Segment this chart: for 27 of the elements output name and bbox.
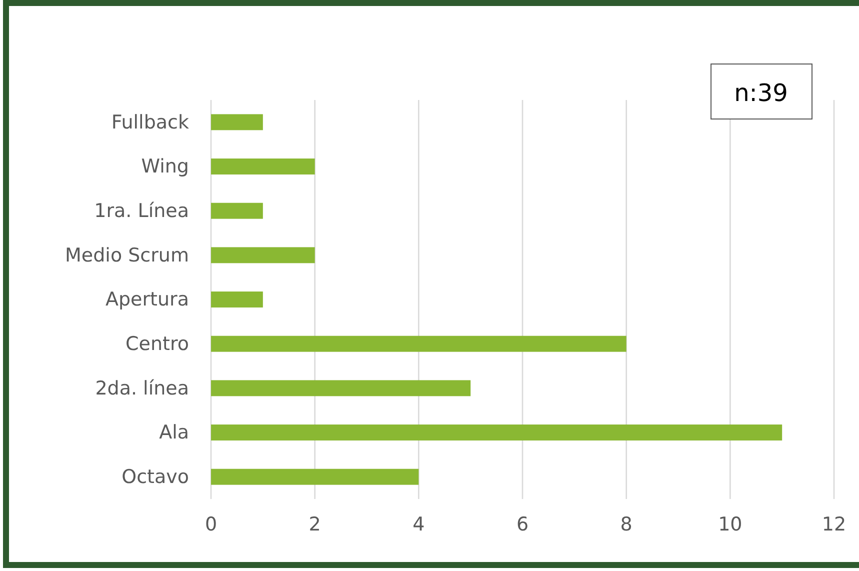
bar xyxy=(211,202,263,219)
bar xyxy=(211,114,263,130)
bar xyxy=(211,336,626,352)
x-tick-label: 4 xyxy=(412,513,425,536)
x-tick-label: 8 xyxy=(620,513,632,536)
annotation: n:39 xyxy=(734,79,788,107)
bar xyxy=(211,380,471,396)
bar xyxy=(211,424,782,440)
x-tick-label: 0 xyxy=(204,513,218,536)
x-tick-label: 12 xyxy=(822,513,846,536)
y-tick-label: 2da. línea xyxy=(95,377,189,400)
bar xyxy=(211,247,315,264)
y-tick-label: Fullback xyxy=(111,111,189,134)
x-tick-label: 2 xyxy=(308,513,321,536)
y-tick-label: Octavo xyxy=(122,466,189,488)
y-tick-label: Centro xyxy=(126,332,189,355)
y-tick-label: Apertura xyxy=(105,288,189,311)
x-tick-label: 6 xyxy=(516,513,529,536)
y-tick-label: Wing xyxy=(141,156,189,178)
note-box: n:39 xyxy=(710,64,812,120)
y-tick-label: Medio Scrum xyxy=(65,244,189,266)
bar xyxy=(211,158,315,174)
bar xyxy=(211,468,419,485)
y-tick-label: Ala xyxy=(159,422,189,444)
x-tick-label: 10 xyxy=(718,513,742,536)
y-tick-label: 1ra. Línea xyxy=(94,200,189,222)
bar xyxy=(211,292,263,308)
